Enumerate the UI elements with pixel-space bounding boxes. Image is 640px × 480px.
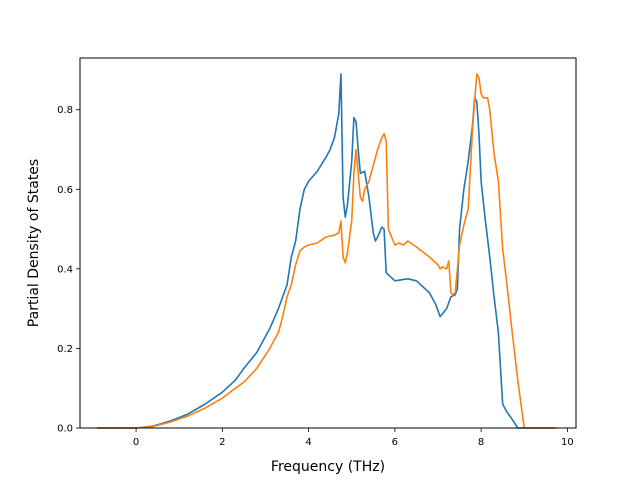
series-line-1 — [97, 73, 555, 429]
x-tick-label: 8 — [478, 437, 484, 448]
y-tick-label: 0.6 — [57, 185, 73, 196]
x-axis-ticks: 0 2 4 6 8 10 — [133, 428, 574, 448]
y-tick-label: 0.8 — [57, 105, 73, 116]
y-tick-label: 0.0 — [57, 424, 73, 435]
y-axis-ticks: 0.0 0.2 0.4 0.6 0.8 — [57, 105, 80, 435]
series-layer — [97, 73, 557, 429]
x-tick-label: 0 — [133, 437, 139, 448]
plot-area-frame — [79, 57, 577, 429]
x-tick-label: 4 — [305, 437, 311, 448]
y-tick-label: 0.4 — [57, 264, 73, 275]
y-axis-title: Partial Density of States — [26, 159, 42, 327]
x-axis-title: Frequency (THz) — [271, 459, 385, 475]
series-line-2 — [97, 73, 557, 429]
y-tick-label: 0.2 — [57, 344, 73, 355]
x-tick-label: 2 — [219, 437, 225, 448]
x-tick-label: 6 — [392, 437, 398, 448]
x-tick-label: 10 — [561, 437, 574, 448]
